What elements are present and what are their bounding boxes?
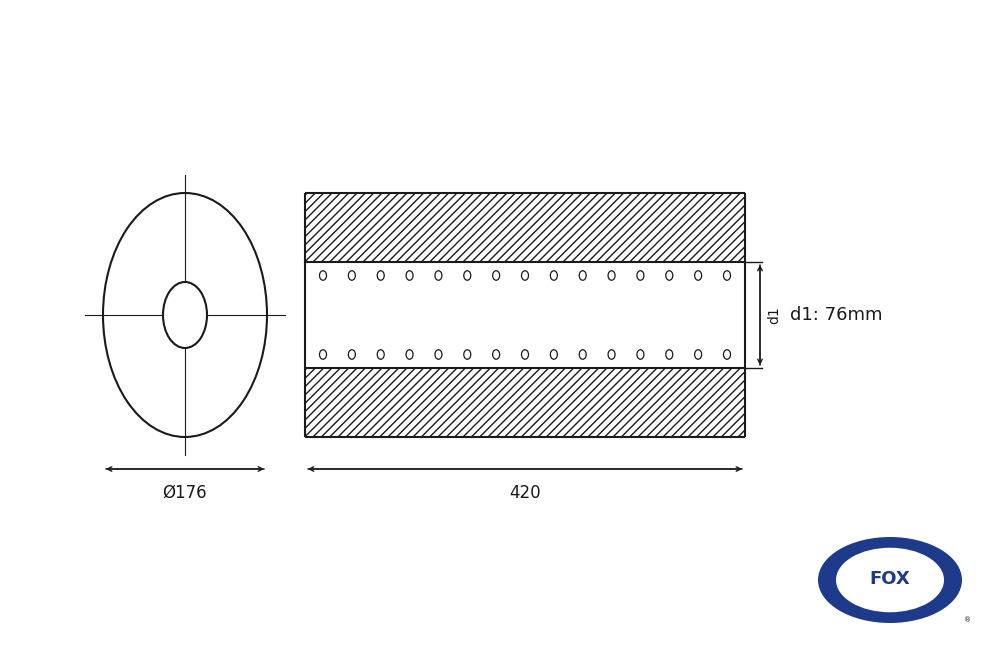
Ellipse shape — [836, 548, 944, 612]
Ellipse shape — [103, 193, 267, 437]
Text: d1: d1 — [767, 306, 781, 324]
Bar — [305, 368, 745, 437]
Text: FOX: FOX — [870, 570, 910, 588]
Text: Ø176: Ø176 — [163, 484, 207, 502]
Ellipse shape — [818, 537, 962, 623]
Ellipse shape — [163, 282, 207, 348]
Text: d1: 76mm: d1: 76mm — [790, 306, 883, 324]
Bar — [305, 262, 745, 368]
Text: ®: ® — [964, 617, 972, 623]
Text: 420: 420 — [509, 484, 541, 502]
Bar — [305, 193, 745, 262]
